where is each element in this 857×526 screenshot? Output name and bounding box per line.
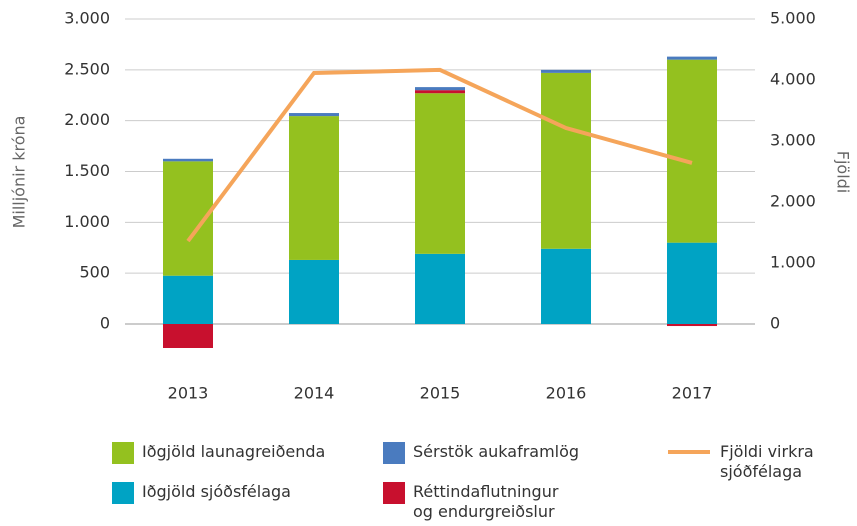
line-series (186, 67, 693, 243)
y2-tick-label: 2.000 (770, 192, 816, 211)
legend-swatch (383, 442, 405, 464)
legend-swatch (668, 450, 710, 454)
legend-item: Sérstök aukaframlög (383, 442, 633, 464)
y-tick-label: 0 (100, 314, 110, 333)
bar-segment (163, 275, 213, 324)
y2-tick-label: 3.000 (770, 131, 816, 150)
legend-item: Fjöldi virkra sjóðfélaga (668, 442, 838, 482)
legend-swatch (112, 442, 134, 464)
x-tick-label: 2016 (546, 384, 587, 403)
y2-tick-label: 0 (770, 314, 780, 333)
bar-segment (415, 253, 465, 324)
legend-item: Iðgjöld sjóðsfélaga (112, 482, 342, 504)
x-tick-label: 2017 (672, 384, 713, 403)
y2-axis-label: Fjöldi (834, 151, 853, 193)
y-tick-label: 1.000 (64, 212, 110, 231)
x-tick-label: 2014 (294, 384, 335, 403)
y-tick-label: 2.500 (64, 59, 110, 78)
legend-label: Sérstök aukaframlög (413, 442, 580, 461)
bar-segment (163, 158, 213, 162)
legend-label: Réttindaflutningur og endurgreiðslur (413, 482, 559, 521)
x-tick-label: 2013 (168, 384, 209, 403)
legend-swatch (383, 482, 405, 504)
bar-segment (541, 248, 591, 324)
bar-segment (415, 87, 465, 91)
x-tick-label: 2015 (420, 384, 461, 403)
bar-segment (667, 242, 717, 324)
bar-segment (667, 59, 717, 243)
bar-segment (163, 324, 213, 348)
legend-swatch (112, 482, 134, 504)
y2-tick-label: 5.000 (770, 9, 816, 28)
y2-tick-label: 4.000 (770, 70, 816, 89)
y-tick-label: 2.000 (64, 110, 110, 129)
bar-segment (541, 69, 591, 73)
y-tick-label: 1.500 (64, 161, 110, 180)
bar-segment (415, 93, 465, 254)
legend-label: Fjöldi virkra sjóðfélaga (720, 442, 814, 481)
y-tick-label: 3.000 (64, 9, 110, 28)
bar-segment (289, 259, 339, 324)
legend-label: Iðgjöld sjóðsfélaga (142, 482, 291, 501)
bar-segment (289, 113, 339, 117)
bar-segment (541, 72, 591, 249)
bar-segment (667, 324, 717, 327)
bar-segment (289, 116, 339, 260)
y2-tick-label: 1.000 (770, 253, 816, 272)
bar-segment (415, 90, 465, 94)
y-axis-label: Milljónir króna (10, 116, 29, 229)
bar-segment (667, 56, 717, 60)
y-tick-label: 500 (79, 263, 110, 282)
legend-item: Réttindaflutningur og endurgreiðslur (383, 482, 558, 522)
legend-label: Iðgjöld launagreiðenda (142, 442, 326, 461)
legend-item: Iðgjöld launagreiðenda (112, 442, 362, 464)
